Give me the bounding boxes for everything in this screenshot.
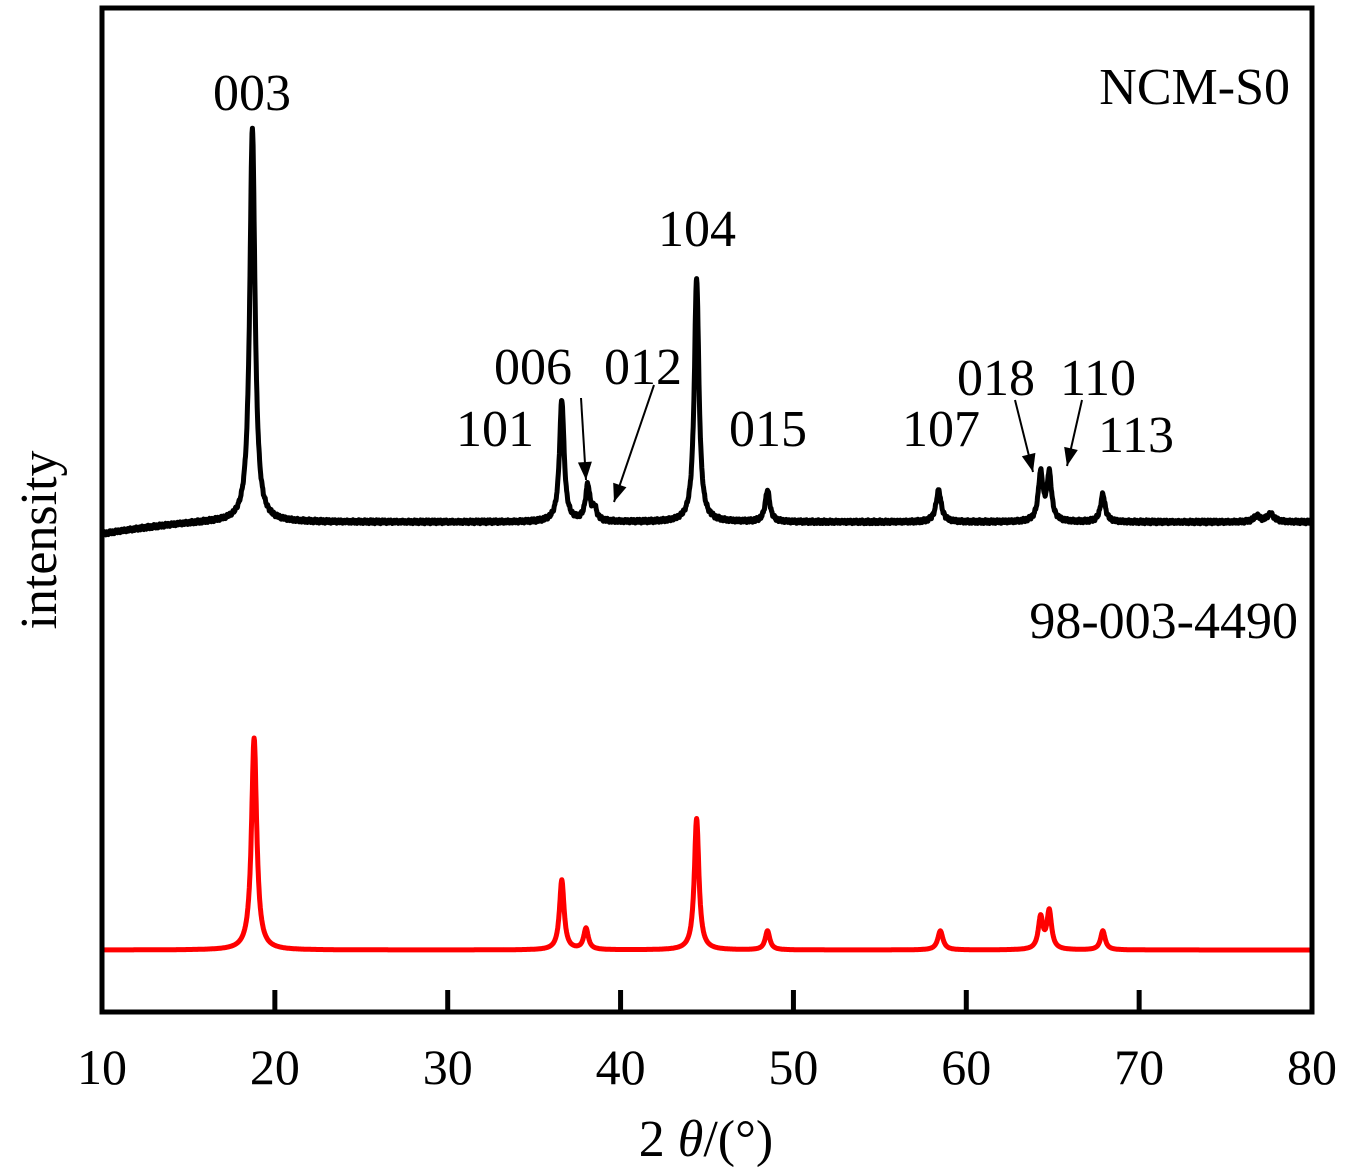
peak-label-110: 110 <box>1060 350 1136 407</box>
peak-label-107: 107 <box>902 401 980 458</box>
series-line-98-003-4490 <box>99 735 1315 953</box>
arrow-head-012 <box>613 482 627 502</box>
peak-label-018: 018 <box>957 350 1035 407</box>
x-axis-label-suffix: /(°) <box>703 1111 773 1168</box>
series-label-ncm-s0: NCM-S0 <box>1099 59 1290 116</box>
x-axis-ticks <box>272 990 1142 1012</box>
y-axis-label: intensity <box>11 450 68 629</box>
x-tick-label-20: 20 <box>250 1039 300 1095</box>
arrow-head-110 <box>1064 446 1078 466</box>
peak-arrows <box>577 384 1083 503</box>
x-tick-label-30: 30 <box>423 1039 473 1095</box>
peak-label-003: 003 <box>213 65 291 122</box>
x-axis-label: 2 θ/(°) <box>639 1111 773 1168</box>
peak-label-104: 104 <box>658 201 736 258</box>
x-tick-label-70: 70 <box>1114 1039 1164 1095</box>
arrow-head-006 <box>577 461 592 480</box>
x-tick-label-50: 50 <box>768 1039 818 1095</box>
x-tick-label-80: 80 <box>1287 1039 1337 1095</box>
x-axis-label-symbol: θ <box>678 1111 704 1168</box>
peak-label-006: 006 <box>494 339 572 396</box>
x-tick-label-40: 40 <box>596 1039 646 1095</box>
x-axis-label-prefix: 2 <box>639 1111 678 1168</box>
x-tick-label-60: 60 <box>941 1039 991 1095</box>
peak-label-012: 012 <box>604 339 682 396</box>
series-line-ncm-s0 <box>99 125 1315 539</box>
peak-label-113: 113 <box>1098 407 1174 464</box>
peak-label-101: 101 <box>456 401 534 458</box>
x-axis-tick-labels: 10 20 30 40 50 60 70 80 <box>77 1039 1337 1095</box>
peak-label-015: 015 <box>729 401 807 458</box>
plot-frame <box>99 5 1315 1015</box>
arrow-head-018 <box>1021 452 1036 472</box>
arrow-line-012 <box>613 384 655 503</box>
x-tick-label-10: 10 <box>77 1039 127 1095</box>
series-label-98-003-4490: 98-003-4490 <box>1029 593 1298 650</box>
